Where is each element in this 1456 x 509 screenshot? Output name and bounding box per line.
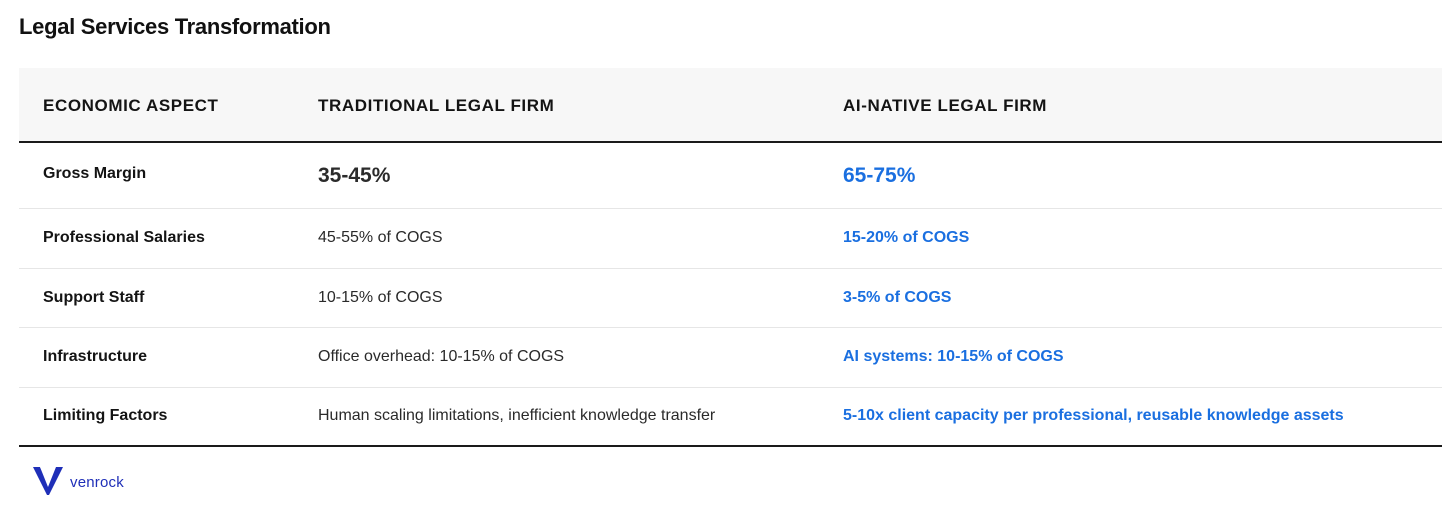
venrock-v-logo-icon xyxy=(32,465,64,497)
header-traditional-legal-firm: TRADITIONAL LEGAL FIRM xyxy=(318,96,555,115)
logo-wordmark: venrock xyxy=(70,473,124,491)
table-header: ECONOMIC ASPECT TRADITIONAL LEGAL FIRM A… xyxy=(19,68,1442,143)
traditional-cell: 10-15% of COGS xyxy=(318,288,443,306)
table-row: Infrastructure Office overhead: 10-15% o… xyxy=(19,328,1442,388)
ai-native-cell: AI systems: 10-15% of COGS xyxy=(843,348,1064,366)
table-row: Limiting Factors Human scaling limitatio… xyxy=(19,388,1442,447)
ai-native-cell: 65-75% xyxy=(843,163,916,187)
table-row: Gross Margin 35-45% 65-75% xyxy=(19,143,1442,209)
traditional-cell: 45-55% of COGS xyxy=(318,229,443,247)
comparison-table: ECONOMIC ASPECT TRADITIONAL LEGAL FIRM A… xyxy=(19,68,1442,447)
traditional-cell: Office overhead: 10-15% of COGS xyxy=(318,348,565,366)
aspect-cell: Infrastructure xyxy=(43,348,148,366)
ai-native-cell: 15-20% of COGS xyxy=(843,229,970,247)
traditional-cell: Human scaling limitations, inefficient k… xyxy=(318,407,716,425)
aspect-cell: Gross Margin xyxy=(43,165,147,182)
table-body: Gross Margin 35-45% 65-75% Professional … xyxy=(19,143,1442,447)
header-ai-native-legal-firm: AI-NATIVE LEGAL FIRM xyxy=(843,96,1048,115)
aspect-cell: Support Staff xyxy=(43,288,145,306)
header-economic-aspect: ECONOMIC ASPECT xyxy=(43,96,219,115)
ai-native-cell: 5-10x client capacity per professional, … xyxy=(843,407,1344,425)
aspect-cell: Limiting Factors xyxy=(43,407,168,425)
ai-native-cell: 3-5% of COGS xyxy=(843,288,952,306)
page-title: Legal Services Transformation xyxy=(19,14,331,39)
table-row: Support Staff 10-15% of COGS 3-5% of COG… xyxy=(19,269,1442,328)
venrock-logo: venrock xyxy=(32,465,124,497)
traditional-cell: 35-45% xyxy=(318,163,391,187)
table-row: Professional Salaries 45-55% of COGS 15-… xyxy=(19,209,1442,269)
aspect-cell: Professional Salaries xyxy=(43,229,205,247)
